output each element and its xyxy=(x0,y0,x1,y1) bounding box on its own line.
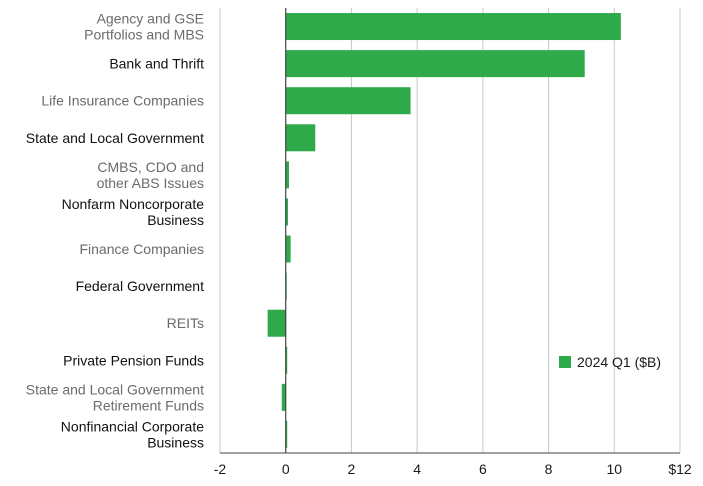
bar-9 xyxy=(285,346,288,374)
category-label-line: Finance Companies xyxy=(79,241,204,257)
axis-layer xyxy=(220,8,680,454)
category-label-line: CMBS, CDO and xyxy=(97,159,204,175)
bar-8 xyxy=(267,309,286,337)
x-tick-label-7: $12 xyxy=(668,461,692,477)
x-tick-label-5: 8 xyxy=(545,461,553,477)
category-label-line: Retirement Funds xyxy=(93,397,204,413)
category-label-line: Bank and Thrift xyxy=(109,56,204,72)
category-label-line: State and Local Government xyxy=(26,381,204,397)
category-label-line: Private Pension Funds xyxy=(63,352,204,368)
category-label-line: other ABS Issues xyxy=(97,175,204,191)
category-label-3: State and Local Government xyxy=(26,130,204,146)
category-label-line: Business xyxy=(147,212,204,228)
category-label-line: REITs xyxy=(167,315,204,331)
x-tick-label-4: 6 xyxy=(479,461,487,477)
x-axis-tick-labels: -2 0 2 4 6 8 10 $12 xyxy=(214,461,692,477)
bar-11 xyxy=(285,420,288,448)
category-label-8: REITs xyxy=(167,315,204,331)
bar-0 xyxy=(285,13,621,41)
x-tick-label-2: 2 xyxy=(348,461,356,477)
category-label-line: Nonfarm Noncorporate xyxy=(62,196,205,212)
category-label-5: Nonfarm Noncorporate Business xyxy=(62,196,205,228)
bar-4 xyxy=(285,161,289,189)
bar-2 xyxy=(285,87,411,115)
category-label-line: Federal Government xyxy=(76,278,205,294)
x-tick-label-3: 4 xyxy=(413,461,421,477)
x-tick-label-1: 0 xyxy=(282,461,290,477)
x-tick-label-6: 10 xyxy=(606,461,622,477)
category-label-1: Bank and Thrift xyxy=(109,56,204,72)
category-label-line: State and Local Government xyxy=(26,130,204,146)
category-label-11: Nonfinancial Corporate Business xyxy=(61,418,204,450)
legend-label: 2024 Q1 ($B) xyxy=(577,354,661,370)
category-label-line: Business xyxy=(147,434,204,450)
category-label-10: State and Local Government Retirement Fun… xyxy=(26,381,204,413)
category-label-4: CMBS, CDO and other ABS Issues xyxy=(97,159,204,191)
bar-5 xyxy=(285,198,289,226)
category-label-2: Life Insurance Companies xyxy=(41,93,204,109)
category-labels: Agency and GSE Portfolios and MBS Bank and… xyxy=(26,11,204,451)
bar-6 xyxy=(285,235,291,263)
category-label-line: Agency and GSE xyxy=(97,11,204,27)
category-label-line: Nonfinancial Corporate xyxy=(61,418,204,434)
x-tick-label-0: -2 xyxy=(214,461,227,477)
legend-swatch xyxy=(559,356,571,368)
bar-10 xyxy=(281,383,286,411)
legend: 2024 Q1 ($B) xyxy=(559,354,661,370)
category-label-line: Life Insurance Companies xyxy=(41,93,204,109)
category-label-line: Portfolios and MBS xyxy=(84,27,204,43)
category-label-7: Federal Government xyxy=(76,278,205,294)
category-label-9: Private Pension Funds xyxy=(63,352,204,368)
category-label-0: Agency and GSE Portfolios and MBS xyxy=(84,11,204,43)
bar-3 xyxy=(285,124,316,152)
bar-layer xyxy=(267,13,621,448)
category-label-6: Finance Companies xyxy=(79,241,204,257)
grid-layer xyxy=(219,8,681,453)
bar-1 xyxy=(285,50,585,78)
